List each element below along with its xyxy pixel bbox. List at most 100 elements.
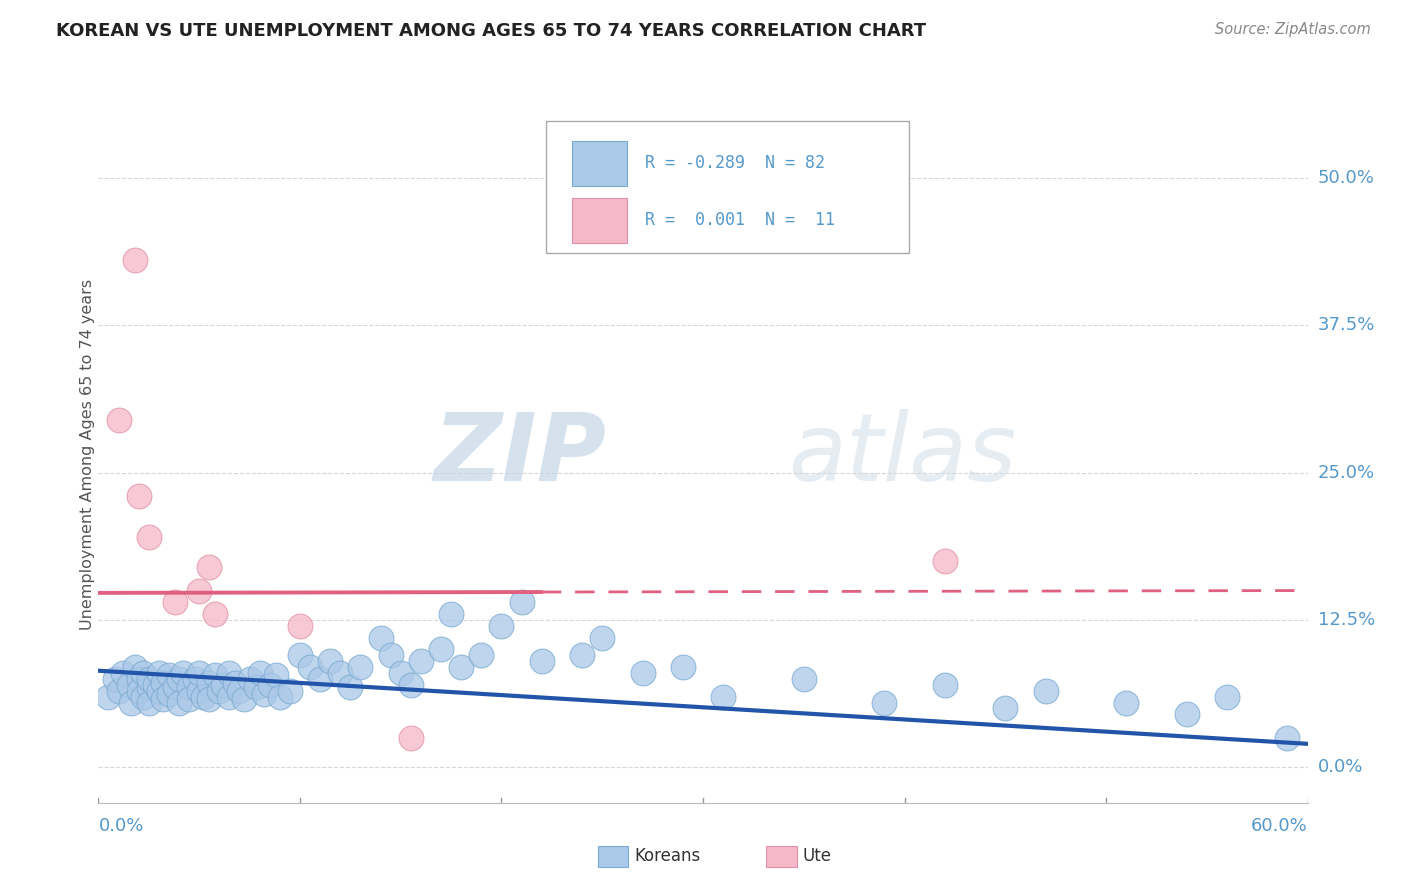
Point — [128, 672, 150, 686]
Point — [163, 595, 186, 609]
Point — [591, 631, 613, 645]
Point — [1115, 696, 1137, 710]
Point — [278, 683, 301, 698]
Point — [253, 687, 276, 701]
Text: R =  0.001  N =  11: R = 0.001 N = 11 — [645, 211, 835, 229]
Point — [672, 660, 695, 674]
Point — [228, 683, 250, 698]
Point — [198, 675, 221, 690]
Point — [138, 696, 160, 710]
Point — [1216, 690, 1239, 704]
Text: 0.0%: 0.0% — [1317, 758, 1362, 776]
Point — [409, 654, 432, 668]
Point — [873, 696, 896, 710]
Point — [184, 672, 207, 686]
Point — [349, 660, 371, 674]
Text: 37.5%: 37.5% — [1317, 316, 1375, 334]
Point — [107, 412, 129, 426]
Point — [107, 683, 129, 698]
Point — [148, 683, 170, 698]
Point — [97, 690, 120, 704]
Point — [138, 680, 160, 694]
Point — [530, 654, 553, 668]
Point — [1035, 683, 1057, 698]
Point — [1277, 731, 1299, 745]
Bar — [572, 197, 627, 243]
Text: KOREAN VS UTE UNEMPLOYMENT AMONG AGES 65 TO 74 YEARS CORRELATION CHART: KOREAN VS UTE UNEMPLOYMENT AMONG AGES 65… — [56, 22, 927, 40]
Point — [198, 560, 221, 574]
Point — [245, 680, 267, 694]
Text: 0.0%: 0.0% — [98, 817, 143, 835]
Point — [1175, 707, 1198, 722]
Text: Source: ZipAtlas.com: Source: ZipAtlas.com — [1215, 22, 1371, 37]
Point — [208, 683, 231, 698]
Point — [198, 692, 221, 706]
Point — [204, 668, 226, 682]
Point — [370, 631, 392, 645]
Point — [120, 696, 142, 710]
Point — [470, 648, 492, 663]
Point — [103, 672, 125, 686]
Point — [193, 690, 215, 704]
Text: 50.0%: 50.0% — [1317, 169, 1375, 186]
Point — [288, 619, 311, 633]
Point — [218, 690, 240, 704]
Point — [399, 731, 422, 745]
Point — [571, 648, 593, 663]
Point — [157, 687, 180, 701]
Point — [440, 607, 463, 621]
Point — [132, 666, 155, 681]
Point — [177, 692, 201, 706]
Point — [138, 531, 160, 545]
Point — [124, 253, 146, 268]
Point — [288, 648, 311, 663]
Text: 25.0%: 25.0% — [1317, 464, 1375, 482]
Point — [111, 666, 134, 681]
Text: Koreans: Koreans — [634, 847, 700, 865]
Point — [172, 666, 194, 681]
Point — [491, 619, 513, 633]
Point — [793, 672, 815, 686]
Point — [212, 678, 235, 692]
Point — [188, 666, 211, 681]
Point — [339, 680, 361, 694]
Bar — [572, 141, 627, 186]
Point — [934, 678, 956, 692]
Point — [188, 583, 211, 598]
Point — [167, 672, 190, 686]
Text: R = -0.289  N = 82: R = -0.289 N = 82 — [645, 154, 825, 172]
FancyBboxPatch shape — [546, 121, 908, 253]
Point — [239, 672, 262, 686]
Point — [450, 660, 472, 674]
Point — [124, 660, 146, 674]
Point — [118, 678, 141, 692]
Point — [380, 648, 402, 663]
Point — [152, 692, 174, 706]
Point — [711, 690, 734, 704]
Point — [319, 654, 342, 668]
Point — [143, 678, 166, 692]
Point — [510, 595, 533, 609]
Point — [259, 678, 281, 692]
Point — [631, 666, 654, 681]
Point — [994, 701, 1017, 715]
Point — [224, 675, 246, 690]
Point — [177, 680, 201, 694]
Point — [132, 690, 155, 704]
Point — [264, 668, 287, 682]
Point — [299, 660, 322, 674]
Text: atlas: atlas — [787, 409, 1017, 500]
Point — [934, 554, 956, 568]
Y-axis label: Unemployment Among Ages 65 to 74 years: Unemployment Among Ages 65 to 74 years — [80, 279, 94, 631]
Point — [430, 642, 453, 657]
Point — [152, 675, 174, 690]
Point — [269, 690, 291, 704]
Point — [128, 683, 150, 698]
Point — [167, 696, 190, 710]
Point — [148, 666, 170, 681]
Point — [399, 678, 422, 692]
Point — [138, 672, 160, 686]
Point — [329, 666, 352, 681]
Text: 60.0%: 60.0% — [1251, 817, 1308, 835]
Text: ZIP: ZIP — [433, 409, 606, 501]
